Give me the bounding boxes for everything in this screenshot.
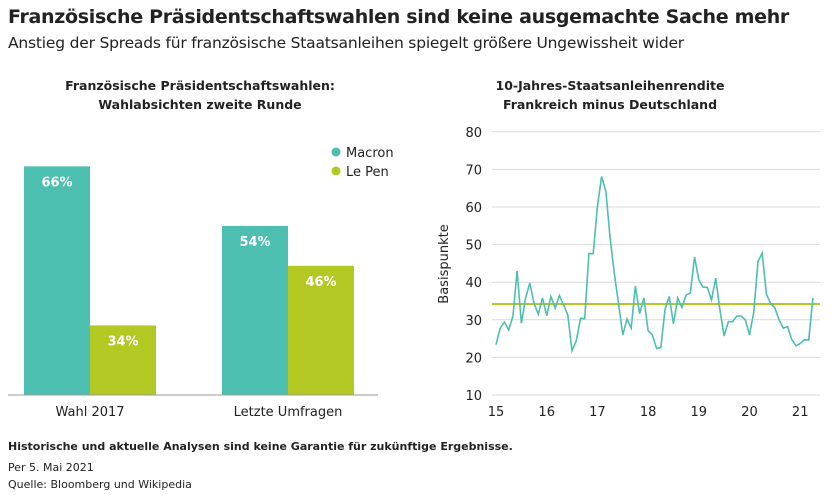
x-tick-label: 18 [640, 405, 657, 420]
footer-source: Quelle: Bloomberg und Wikipedia [8, 478, 192, 491]
bar-chart: 66% 34% Wahl 2017 54% 46% Letzte Umfragen Macr… [8, 146, 394, 420]
line-chart: 10 20 30 40 50 60 70 80 15 16 17 18 19 20 21 Basispunkt… [437, 126, 820, 420]
x-tick-label: 20 [741, 405, 758, 420]
footer-disclaimer: Historische und aktuelle Analysen sind k… [8, 440, 513, 453]
y-tick-label: 20 [465, 351, 482, 366]
bar-le-pen [90, 325, 156, 395]
page-title: Französische Präsidentschaftswahlen sind… [8, 6, 789, 28]
footer-date: Per 5. Mai 2021 [8, 461, 94, 474]
bar-chart-title-line1: Französische Präsidentschaftswahlen: [65, 78, 335, 93]
bar-macron [24, 166, 90, 395]
x-tick-label: Letzte Umfragen [234, 405, 343, 420]
legend-label: Macron [346, 146, 394, 161]
x-tick-label: Wahl 2017 [55, 405, 124, 420]
line-chart-title: 10-Jahres-Staatsanleihenrendite Frankrei… [440, 76, 780, 114]
bar-le-pen [288, 265, 354, 395]
x-tick-label: 15 [488, 405, 505, 420]
x-tick-label: 17 [589, 405, 606, 420]
y-tick-label: 40 [465, 276, 482, 291]
bar-data-label: 66% [41, 175, 72, 190]
legend-swatch [331, 166, 341, 176]
y-axis-label: Basispunkte [437, 224, 452, 303]
x-tick-label: 19 [691, 405, 708, 420]
y-tick-label: 60 [465, 201, 482, 216]
bar-data-label: 34% [107, 334, 138, 349]
x-tick-label: 21 [792, 405, 809, 420]
bar-chart-title-line2: Wahlabsichten zweite Runde [98, 97, 302, 112]
spread-series-line [495, 176, 814, 354]
legend-swatch [331, 147, 341, 157]
y-tick-label: 80 [465, 126, 482, 141]
y-tick-label: 70 [465, 163, 482, 178]
bar-data-label: 54% [239, 235, 270, 250]
bar-data-label: 46% [305, 275, 336, 290]
bar-macron [222, 226, 288, 395]
page-subtitle: Anstieg der Spreads für französische Sta… [8, 34, 684, 52]
line-chart-title-line1: 10-Jahres-Staatsanleihenrendite [495, 78, 725, 93]
y-tick-label: 50 [465, 239, 482, 254]
line-chart-title-line2: Frankreich minus Deutschland [502, 97, 718, 112]
y-tick-label: 30 [465, 314, 482, 329]
legend-label: Le Pen [346, 165, 389, 180]
y-tick-label: 10 [465, 389, 482, 404]
bar-chart-title: Französische Präsidentschaftswahlen: Wah… [20, 76, 380, 114]
x-tick-label: 16 [538, 405, 555, 420]
